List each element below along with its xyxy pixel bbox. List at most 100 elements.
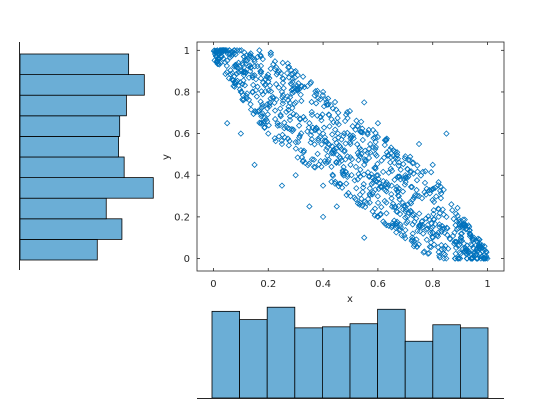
scatter-point <box>267 51 275 59</box>
scatter-point <box>436 252 443 259</box>
scatter-point <box>355 170 362 178</box>
x-histogram-bar <box>321 326 351 399</box>
scatter-point <box>372 164 379 171</box>
scatter-point <box>477 243 484 250</box>
scatter-point <box>264 74 271 81</box>
scatter-point <box>335 134 342 141</box>
scatter-point <box>388 195 395 202</box>
scatter-point <box>428 220 435 227</box>
scatter-point <box>413 186 420 194</box>
scatter-point <box>402 214 409 221</box>
scatter-point <box>374 120 382 127</box>
scatter-point <box>343 180 350 187</box>
scatter-point <box>357 166 364 173</box>
scatter-point <box>371 176 378 183</box>
scatter-point <box>411 192 419 199</box>
scatter-point <box>336 180 343 187</box>
scatter-point <box>296 116 304 123</box>
x-histogram-bar <box>211 310 241 399</box>
scatter-point <box>292 172 299 179</box>
scatter-point <box>386 146 393 154</box>
scatter-point <box>429 229 437 237</box>
scatter-point <box>347 161 354 168</box>
scatter-point <box>265 130 272 137</box>
scatter-point <box>476 246 483 253</box>
scatter-point <box>430 207 437 214</box>
scatter-point <box>344 109 351 116</box>
x-histogram-bar <box>266 306 296 399</box>
scatter-point <box>261 114 268 121</box>
scatter-point <box>455 242 462 250</box>
scatter-point <box>327 101 335 109</box>
scatter-point <box>329 148 336 156</box>
scatter-point <box>359 202 366 209</box>
scatter-point <box>286 137 293 145</box>
x-histogram-bar <box>432 324 461 399</box>
scatter-point <box>457 219 465 227</box>
scatter-point <box>310 163 318 171</box>
y-histogram-bar <box>19 177 154 199</box>
scatter-point <box>285 106 292 114</box>
scatter-point <box>387 159 394 166</box>
scatter-point <box>397 166 404 173</box>
scatter-point <box>284 135 292 142</box>
scatter-point <box>410 194 418 201</box>
y-tick-label: 0.4 <box>174 171 190 182</box>
scatter-point <box>330 119 337 126</box>
scatter-point <box>436 187 444 195</box>
scatter-point <box>369 208 376 215</box>
scatter-point <box>380 178 387 185</box>
scatter-point <box>436 221 443 228</box>
scatter-point <box>396 173 403 180</box>
scatter-point <box>245 96 253 104</box>
scatter-point <box>266 101 273 108</box>
scatter-point <box>460 240 468 247</box>
scatter-point <box>352 163 360 171</box>
x-histogram-panel <box>197 306 504 399</box>
scatter-point <box>323 101 331 109</box>
scatter-point <box>367 140 374 148</box>
scatter-point <box>281 134 288 141</box>
scatter-point <box>452 244 460 252</box>
scatter-point <box>438 228 445 235</box>
scatter-point <box>364 195 372 203</box>
x-histogram-bar <box>239 319 268 399</box>
scatter-point <box>288 86 295 94</box>
scatter-point <box>289 89 296 97</box>
scatter-point <box>360 181 367 188</box>
x-tick-label: 0.2 <box>260 279 276 290</box>
scatter-point <box>254 53 261 61</box>
scatter-point <box>400 160 407 168</box>
scatter-point <box>467 241 475 248</box>
y-histogram-bars <box>19 53 154 261</box>
scatter-point <box>245 63 252 70</box>
scatter-point <box>354 200 362 207</box>
scatter-point <box>478 244 485 251</box>
scatter-point <box>312 100 320 107</box>
scatter-point <box>279 100 286 107</box>
scatter-point <box>285 74 293 81</box>
scatter-point <box>266 99 274 106</box>
scatter-point <box>278 140 286 148</box>
scatter-point <box>405 156 412 164</box>
scatter-point <box>271 107 279 114</box>
scatter-point <box>360 171 368 178</box>
scatter-point <box>401 232 408 239</box>
scatter-point <box>236 47 243 54</box>
scatter-point <box>440 225 448 232</box>
scatter-point <box>365 154 373 162</box>
scatter-point <box>261 123 268 131</box>
scatter-point <box>435 179 442 186</box>
scatter-point <box>474 255 481 262</box>
scatter-point <box>471 249 478 256</box>
scatter-point <box>259 79 267 86</box>
scatter-point <box>359 136 366 144</box>
scatter-point <box>457 234 465 241</box>
scatter-point <box>419 230 427 237</box>
scatter-point <box>426 216 433 223</box>
scatter-point <box>407 207 414 214</box>
scatter-point <box>308 98 315 106</box>
scatter-point <box>381 141 388 149</box>
scatter-point <box>433 193 440 200</box>
